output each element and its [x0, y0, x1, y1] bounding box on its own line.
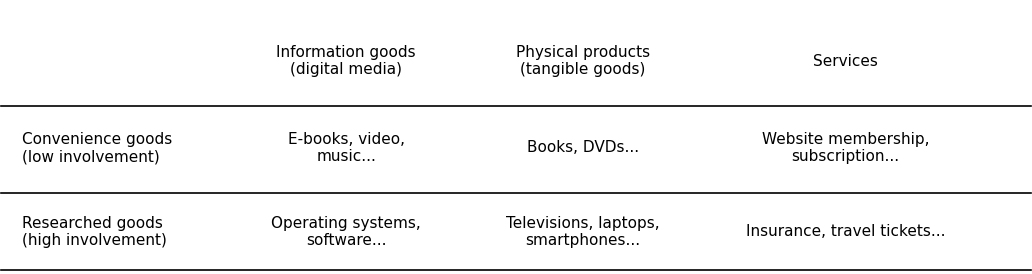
Text: Operating systems,
software...: Operating systems, software...: [271, 216, 421, 248]
Text: Books, DVDs...: Books, DVDs...: [527, 140, 639, 155]
Text: Convenience goods
(low involvement): Convenience goods (low involvement): [22, 132, 172, 164]
Text: Website membership,
subscription...: Website membership, subscription...: [762, 132, 929, 164]
Text: Researched goods
(high involvement): Researched goods (high involvement): [22, 216, 167, 248]
Text: Televisions, laptops,
smartphones...: Televisions, laptops, smartphones...: [506, 216, 659, 248]
Text: Physical products
(tangible goods): Physical products (tangible goods): [516, 45, 650, 77]
Text: Services: Services: [813, 53, 878, 68]
Text: E-books, video,
music...: E-books, video, music...: [288, 132, 405, 164]
Text: Insurance, travel tickets...: Insurance, travel tickets...: [745, 224, 945, 239]
Text: Information goods
(digital media): Information goods (digital media): [277, 45, 416, 77]
